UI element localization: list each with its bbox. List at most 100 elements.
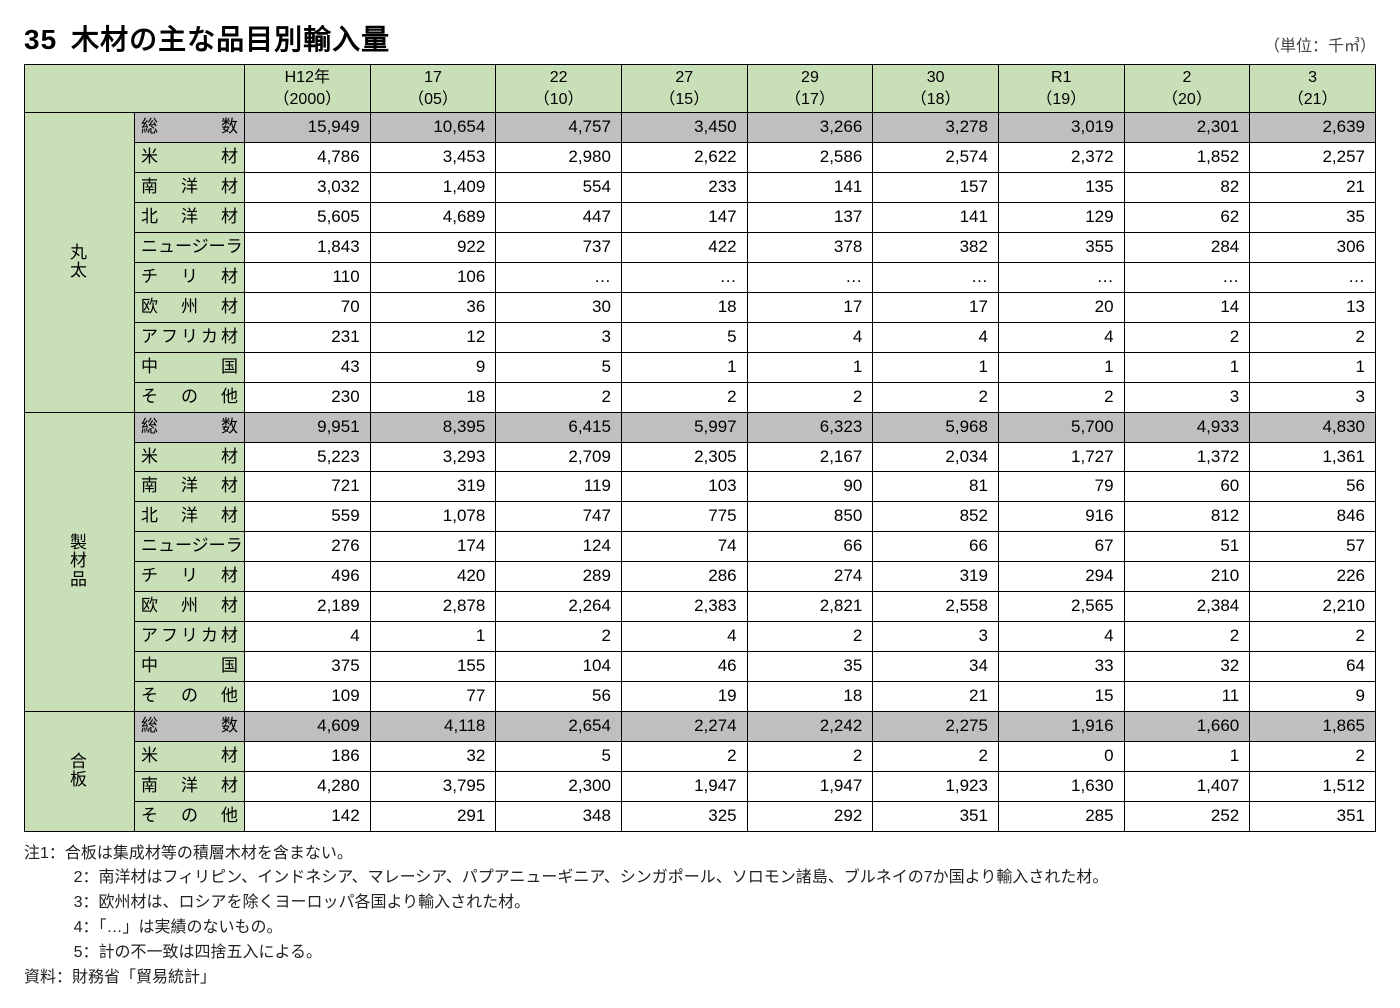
imports-table: H12年（2000）17（05）22（10）27（15）29（17）30（18）… [24,64,1376,832]
data-cell: 43 [245,352,371,382]
data-cell: 5 [621,322,747,352]
year-header-bottom: （20） [1129,89,1246,111]
year-header-bottom: （17） [752,89,869,111]
data-cell: 141 [873,203,999,233]
data-cell: 64 [1250,652,1376,682]
subcategory-label: 南洋材 [135,173,245,203]
subcategory-label: 米材 [135,143,245,173]
year-header-bottom: （2000） [249,89,366,111]
data-cell: 2 [747,741,873,771]
data-cell: 4 [998,622,1124,652]
table-row: 米材4,7863,4532,9802,6222,5862,5742,3721,8… [25,143,1376,173]
data-cell: 5,605 [245,203,371,233]
table-row: その他230182222233 [25,382,1376,412]
data-cell: 21 [1250,173,1376,203]
data-cell: 2,274 [621,711,747,741]
data-cell: 0 [998,741,1124,771]
data-cell: 1,407 [1124,771,1250,801]
subcategory-label: アフリカ材 [135,322,245,352]
data-cell: 1,512 [1250,771,1376,801]
data-cell: 9 [1250,682,1376,712]
data-cell: 1 [1124,741,1250,771]
data-cell: 5,997 [621,412,747,442]
table-row: 米材186325222012 [25,741,1376,771]
data-cell: … [873,262,999,292]
data-cell: 103 [621,472,747,502]
title-number: 35 [24,24,57,55]
data-cell: 3 [1250,382,1376,412]
data-cell: 2 [621,741,747,771]
data-cell: 4,280 [245,771,371,801]
year-header-top: R1 [1003,67,1120,89]
data-cell: 57 [1250,532,1376,562]
data-cell: 51 [1124,532,1250,562]
data-cell: 2,242 [747,711,873,741]
data-cell: 554 [496,173,622,203]
data-cell: 2 [496,382,622,412]
data-cell: 3,450 [621,113,747,143]
data-cell: 3,453 [370,143,496,173]
category-label: 丸太 [25,113,135,412]
data-cell: 1,947 [747,771,873,801]
subcategory-label: 米材 [135,741,245,771]
data-cell: 9 [370,352,496,382]
data-cell: 3,032 [245,173,371,203]
data-cell: 2 [1124,322,1250,352]
data-cell: 1,630 [998,771,1124,801]
data-cell: 77 [370,682,496,712]
data-cell: 62 [1124,203,1250,233]
data-cell: 155 [370,652,496,682]
data-cell: 81 [873,472,999,502]
data-cell: 174 [370,532,496,562]
data-cell: 2 [1124,622,1250,652]
data-cell: 10,654 [370,113,496,143]
footnote-line: 注1：合板は集成材等の積層木材を含まない。 [24,842,1376,867]
data-cell: … [998,262,1124,292]
data-cell: 291 [370,801,496,831]
data-cell: 4,757 [496,113,622,143]
data-cell: 306 [1250,232,1376,262]
data-cell: 355 [998,232,1124,262]
data-cell: 4,609 [245,711,371,741]
data-cell: 420 [370,562,496,592]
data-cell: 289 [496,562,622,592]
data-cell: 1,727 [998,442,1124,472]
data-cell: 2,372 [998,143,1124,173]
data-cell: 737 [496,232,622,262]
title-text: 木材の主な品目別輸入量 [71,24,390,55]
table-row: ニュージーランド材276174124746666675157 [25,532,1376,562]
data-cell: 19 [621,682,747,712]
table-row: アフリカ材412423422 [25,622,1376,652]
category-label: 製材品 [25,412,135,711]
data-cell: 12 [370,322,496,352]
data-cell: 3 [873,622,999,652]
table-row: 米材5,2233,2932,7092,3052,1672,0341,7271,3… [25,442,1376,472]
data-cell: 141 [747,173,873,203]
data-cell: 1,852 [1124,143,1250,173]
footnote-line: 2：南洋材はフィリピン、インドネシア、マレーシア、パプアニューギニア、シンガポー… [24,866,1376,891]
data-cell: 13 [1250,292,1376,322]
table-row: 丸太総数15,94910,6544,7573,4503,2663,2783,01… [25,113,1376,143]
data-cell: … [496,262,622,292]
year-header: 27（15） [621,65,747,113]
subcategory-label: 南洋材 [135,472,245,502]
unit-label: （単位：千㎥） [1264,32,1376,58]
data-cell: 4 [245,622,371,652]
data-cell: 1 [621,352,747,382]
data-cell: 70 [245,292,371,322]
data-cell: 18 [621,292,747,322]
footnote-line: 4：「…」は実績のないもの。 [24,916,1376,941]
data-cell: 2,034 [873,442,999,472]
data-cell: 110 [245,262,371,292]
data-cell: 1 [1250,352,1376,382]
data-cell: 33 [998,652,1124,682]
footnotes: 注1：合板は集成材等の積層木材を含まない。2：南洋材はフィリピン、インドネシア、… [24,842,1376,991]
data-cell: 2,383 [621,592,747,622]
data-cell: 20 [998,292,1124,322]
data-cell: 5,700 [998,412,1124,442]
data-cell: 2,878 [370,592,496,622]
data-cell: 294 [998,562,1124,592]
data-cell: 2,586 [747,143,873,173]
data-cell: 226 [1250,562,1376,592]
data-cell: 129 [998,203,1124,233]
